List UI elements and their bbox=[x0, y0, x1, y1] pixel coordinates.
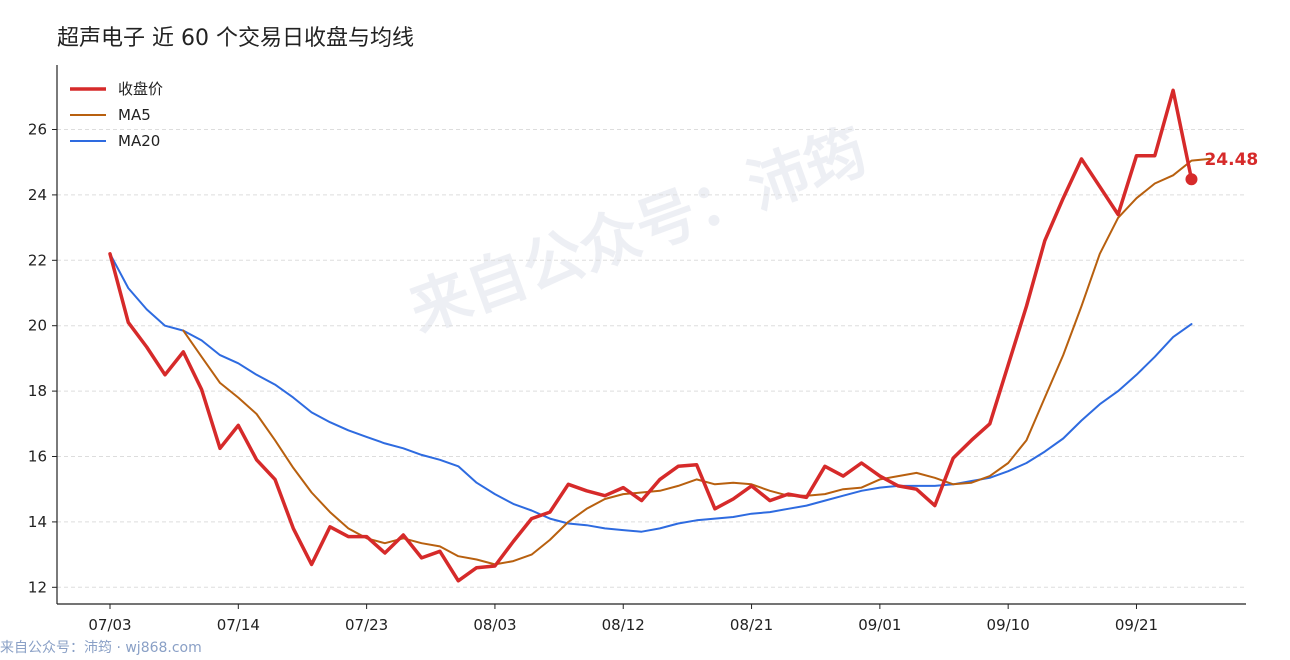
y-tick-label: 22 bbox=[28, 251, 47, 269]
y-tick-label: 18 bbox=[28, 382, 47, 400]
series-line-close bbox=[108, 88, 1194, 583]
x-tick-label: 07/23 bbox=[345, 616, 388, 634]
y-tick-label: 12 bbox=[28, 578, 47, 596]
x-tick-label: 09/01 bbox=[858, 616, 901, 634]
y-tick-label: 24 bbox=[28, 186, 47, 204]
watermark: 来自公众号：沛筠 bbox=[401, 116, 876, 346]
last-value-marker-group: 24.48 bbox=[1185, 150, 1258, 186]
legend-label-ma5: MA5 bbox=[118, 106, 151, 124]
y-tick-label: 14 bbox=[28, 513, 47, 531]
x-ticks: 07/03 07/14 07/23 08/03 08/12 08/21 09/01 09/10… bbox=[88, 604, 1158, 634]
legend-label-close: 收盘价 bbox=[118, 80, 163, 98]
footer-note: 来自公众号：沛筠 · wj868.com bbox=[0, 640, 202, 656]
x-tick-label: 08/12 bbox=[602, 616, 645, 634]
series-line-ma5 bbox=[182, 157, 1211, 566]
legend: 收盘价 MA5 MA20 bbox=[70, 80, 163, 150]
last-value-marker bbox=[1185, 173, 1198, 186]
series-line-ma20 bbox=[109, 252, 1193, 533]
x-tick-label: 07/03 bbox=[88, 616, 131, 634]
y-tick-label: 26 bbox=[28, 121, 47, 139]
axes bbox=[56, 65, 1246, 605]
y-ticks: 12 14 16 18 20 22 24 26 bbox=[28, 121, 57, 596]
x-tick-label: 09/10 bbox=[987, 616, 1030, 634]
legend-label-ma20: MA20 bbox=[118, 132, 160, 150]
watermark-text: 来自公众号：沛筠 bbox=[401, 116, 876, 346]
series bbox=[108, 88, 1211, 583]
y-tick-label: 16 bbox=[28, 448, 47, 466]
chart-title: 超声电子 近 60 个交易日收盘与均线 bbox=[57, 26, 414, 51]
x-tick-label: 09/21 bbox=[1115, 616, 1158, 634]
last-value-label: 24.48 bbox=[1204, 150, 1258, 170]
x-tick-label: 08/21 bbox=[730, 616, 773, 634]
x-tick-label: 08/03 bbox=[473, 616, 516, 634]
x-tick-label: 07/14 bbox=[217, 616, 260, 634]
y-tick-label: 20 bbox=[28, 317, 47, 335]
